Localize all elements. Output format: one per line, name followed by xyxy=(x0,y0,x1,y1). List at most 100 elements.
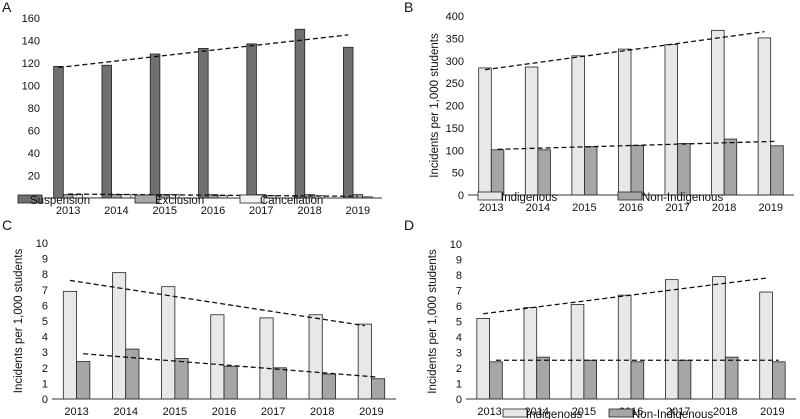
y-axis-title: Incidents per 1,000 students xyxy=(427,249,439,394)
legend-label: Non-Indigenous xyxy=(632,409,713,419)
legend-swatch xyxy=(477,191,503,201)
bar-indigenous xyxy=(617,294,632,400)
y-tick-label: 100 xyxy=(22,81,40,93)
y-tick-label: 400 xyxy=(446,11,464,23)
bar-non-indigenous xyxy=(584,146,598,196)
bar-indigenous xyxy=(62,290,77,400)
legend-label: Suspension xyxy=(30,195,90,207)
x-tick-label: 2018 xyxy=(713,406,737,418)
legend-swatch xyxy=(17,194,43,204)
trendline xyxy=(497,140,778,151)
bar-indigenous xyxy=(759,291,773,400)
bar-suspension xyxy=(101,64,112,199)
x-tick-label: 2017 xyxy=(249,205,273,217)
y-tick-label: 120 xyxy=(22,58,40,70)
x-tick-label: 2016 xyxy=(619,202,643,214)
x-tick-label: 2015 xyxy=(163,406,187,418)
y-tick-label: 7 xyxy=(42,285,48,297)
y-tick-label: 4 xyxy=(456,332,462,344)
legend-swatch xyxy=(239,194,265,204)
chart-panel-b: B 0 50 100 150 200 250 300 350 400 Incidents per 1… xyxy=(404,0,794,214)
y-tick-label: 160 xyxy=(22,13,40,25)
bar-non-indigenous xyxy=(677,143,691,196)
bar-non-indigenous xyxy=(371,378,386,400)
y-tick-label: 5 xyxy=(456,317,462,329)
y-tick-label: 9 xyxy=(42,254,48,266)
x-tick-label: 2014 xyxy=(113,406,137,418)
y-tick-label: 20 xyxy=(28,171,40,183)
x-tick-label: 2019 xyxy=(346,205,370,217)
x-tick-label: 2013 xyxy=(479,202,503,214)
bar-indigenous xyxy=(161,286,176,400)
legend-swatch xyxy=(502,408,528,418)
bar-indigenous xyxy=(665,279,679,400)
chart-panel-c: C 0 1 2 3 4 5 6 7 8 9 10 Incidents per 1,000 student… xyxy=(2,217,396,418)
y-tick-label: 80 xyxy=(28,103,40,115)
bar-suspension xyxy=(149,53,161,199)
legend-swatch xyxy=(608,408,634,418)
legend-label: Non-Indigenous xyxy=(642,192,723,204)
y-tick-label: 60 xyxy=(28,126,40,138)
bar-non-indigenous xyxy=(272,367,287,400)
y-tick-label: 200 xyxy=(446,101,464,113)
bar-indigenous xyxy=(259,317,274,400)
x-tick-label: 2018 xyxy=(310,406,334,418)
x-tick-label: 2019 xyxy=(758,202,782,214)
trendline xyxy=(484,31,765,71)
bar-non-indigenous xyxy=(583,359,597,400)
x-tick-label: 2013 xyxy=(64,406,88,418)
x-tick-label: 2018 xyxy=(297,205,321,217)
panel-label: C xyxy=(2,217,12,233)
y-tick-label: 0 xyxy=(458,190,464,202)
y-tick-label: 6 xyxy=(42,300,48,312)
bar-non-indigenous xyxy=(630,361,645,400)
bar-indigenous xyxy=(524,66,539,196)
legend-label: Exclusion xyxy=(155,195,204,207)
trendline xyxy=(83,353,379,378)
trendline xyxy=(68,193,358,197)
bar-non-indigenous xyxy=(321,373,336,400)
x-tick-label: 2017 xyxy=(666,406,690,418)
bar-non-indigenous xyxy=(174,358,189,400)
y-tick-label: 9 xyxy=(456,255,462,267)
trendline xyxy=(58,34,349,69)
y-tick-label: 2 xyxy=(42,363,48,375)
legend-label: Cancellation xyxy=(260,195,323,207)
trendline xyxy=(69,279,365,327)
bar-indigenous xyxy=(570,304,585,400)
y-tick-label: 5 xyxy=(42,316,48,328)
bar-suspension xyxy=(53,65,64,199)
legend-swatch xyxy=(134,194,160,204)
y-tick-label: 6 xyxy=(456,301,462,313)
bar-indigenous xyxy=(112,272,127,400)
y-tick-label: 8 xyxy=(456,270,462,282)
bar-non-indigenous xyxy=(223,365,238,400)
bar-non-indigenous xyxy=(724,356,739,400)
legend-label: Indigenous xyxy=(501,192,558,204)
chart-panel-a: A020406080100120140160201320142015201620… xyxy=(2,0,382,217)
bar-indigenous xyxy=(308,314,323,400)
bar-non-indigenous xyxy=(677,359,692,400)
y-tick-label: 1 xyxy=(456,379,462,391)
y-tick-label: 7 xyxy=(456,286,462,298)
legend-swatch xyxy=(617,191,643,201)
bar-indigenous xyxy=(757,37,772,196)
y-tick-label: 10 xyxy=(36,238,48,250)
y-tick-label: 0 xyxy=(456,394,462,406)
x-tick-label: 2014 xyxy=(524,406,548,418)
bar-suspension xyxy=(294,28,306,199)
x-tick-label: 2015 xyxy=(572,406,596,418)
bar-indigenous xyxy=(478,67,492,196)
y-axis-title: Incidents per 1,000 students xyxy=(429,33,441,178)
panel-label: D xyxy=(404,217,414,233)
bar-indigenous xyxy=(712,276,726,400)
bar-non-indigenous xyxy=(490,149,505,196)
bar-non-indigenous xyxy=(125,348,140,400)
y-tick-label: 0 xyxy=(42,394,48,406)
legend-label: Indigenous xyxy=(526,409,583,419)
bar-non-indigenous xyxy=(76,361,91,400)
bar-indigenous xyxy=(618,48,632,196)
x-tick-label: 2015 xyxy=(572,202,596,214)
y-tick-label: 3 xyxy=(42,347,48,359)
